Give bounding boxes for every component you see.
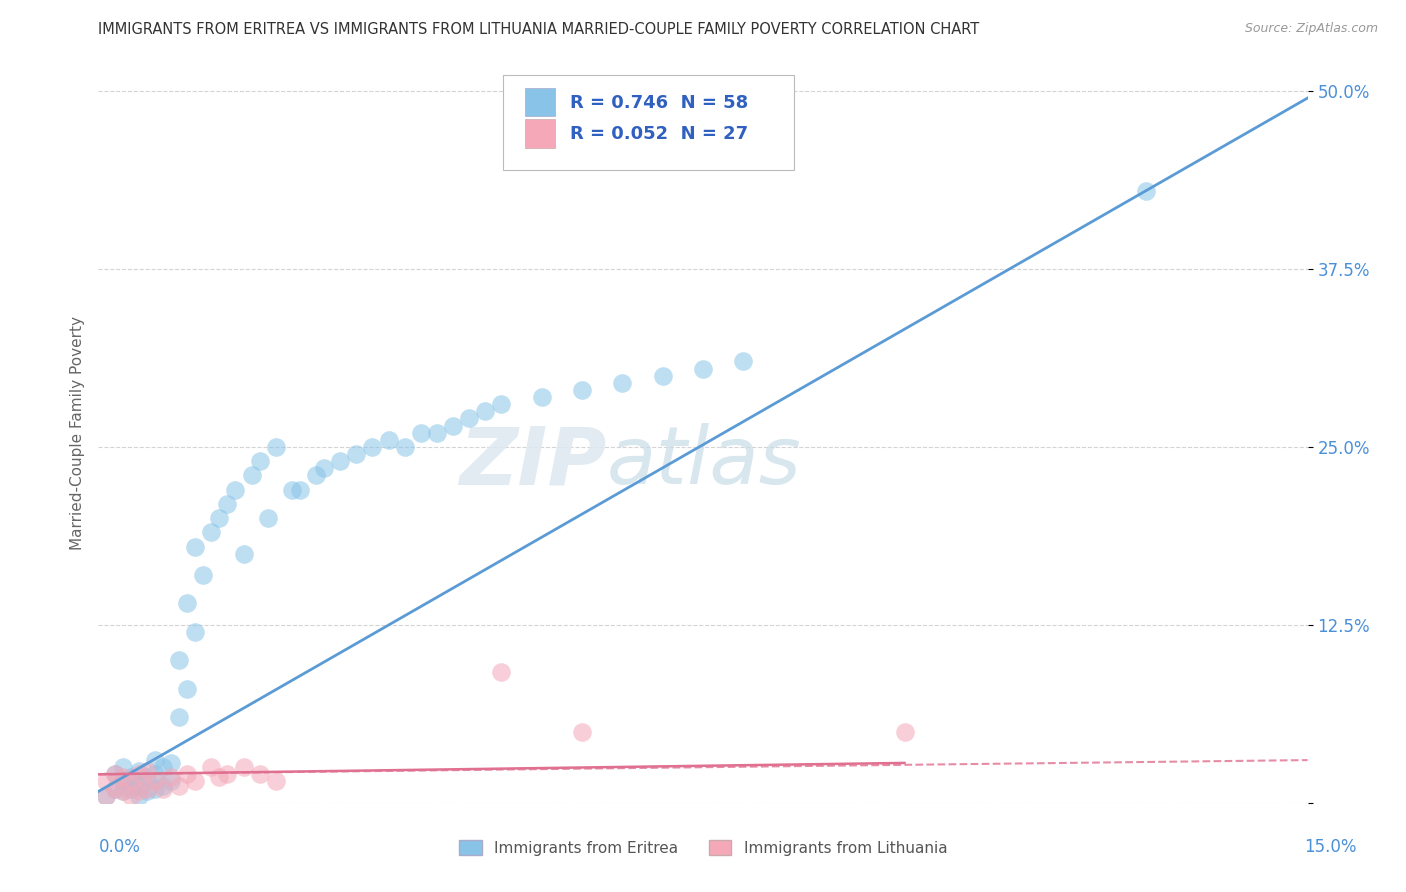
Point [96,774,118,789]
Text: Source: ZipAtlas.com: Source: ZipAtlas.com [1244,22,1378,36]
Point [167,779,190,793]
Point [193,568,215,582]
Point [120,789,142,803]
Point [217,767,239,781]
Point [305,468,328,483]
Legend: Immigrants from Eritrea, Immigrants from Lithuania: Immigrants from Eritrea, Immigrants from… [453,834,953,862]
Point [176,681,198,696]
Point [249,454,271,468]
Point [184,774,207,789]
FancyBboxPatch shape [526,87,555,116]
Point [530,390,553,404]
Point [160,770,183,784]
Point [200,525,222,540]
Point [111,770,134,784]
Point [458,411,481,425]
Point [152,760,174,774]
Point [240,468,263,483]
Point [281,483,304,497]
Text: R = 0.052  N = 27: R = 0.052 N = 27 [569,126,748,144]
Point [152,779,174,793]
Point [344,447,367,461]
FancyBboxPatch shape [503,75,793,169]
Point [249,767,271,781]
Point [111,774,134,789]
Point [361,440,384,454]
Point [208,770,231,784]
Point [394,440,416,454]
Point [426,425,449,440]
Point [288,483,311,497]
Point [143,767,166,781]
Point [491,665,513,679]
Point [103,781,125,796]
Point [103,767,125,781]
Point [612,376,634,390]
Text: R = 0.746  N = 58: R = 0.746 N = 58 [569,94,748,112]
Text: atlas: atlas [606,423,801,501]
Point [441,418,464,433]
Point [893,724,915,739]
Point [167,710,190,724]
Point [571,724,593,739]
Point [184,540,207,554]
Point [208,511,231,525]
Point [135,781,157,796]
Point [491,397,513,411]
Point [184,624,207,639]
Point [111,760,134,774]
Point [651,368,673,383]
Point [143,781,166,796]
Point [692,361,714,376]
Point [200,760,222,774]
Point [167,653,190,667]
Point [1135,184,1157,198]
Point [96,789,118,803]
Point [152,781,174,796]
Point [217,497,239,511]
Point [135,764,157,779]
Point [111,784,134,798]
Point [135,784,157,798]
Point [160,774,183,789]
Point [135,770,157,784]
Text: 15.0%: 15.0% [1305,838,1357,856]
Point [103,767,125,781]
Point [143,753,166,767]
Point [733,354,755,368]
Point [232,760,254,774]
Point [409,425,432,440]
Point [120,774,142,789]
Point [120,781,142,796]
Point [128,779,150,793]
FancyBboxPatch shape [526,120,555,147]
Point [128,784,150,798]
Text: IMMIGRANTS FROM ERITREA VS IMMIGRANTS FROM LITHUANIA MARRIED-COUPLE FAMILY POVER: IMMIGRANTS FROM ERITREA VS IMMIGRANTS FR… [98,22,980,37]
Point [111,784,134,798]
Point [474,404,496,418]
Point [103,781,125,796]
Text: ZIP: ZIP [458,423,606,501]
Point [160,756,183,770]
Point [256,511,278,525]
Point [128,767,150,781]
Point [329,454,352,468]
Y-axis label: Married-Couple Family Poverty: Married-Couple Family Poverty [69,316,84,549]
Point [264,440,287,454]
Point [571,383,593,397]
Point [264,774,287,789]
Point [143,774,166,789]
Point [176,767,198,781]
Point [224,483,246,497]
Point [314,461,336,475]
Text: 0.0%: 0.0% [98,838,141,856]
Point [232,547,254,561]
Point [128,764,150,779]
Point [377,433,399,447]
Point [176,597,198,611]
Point [128,789,150,803]
Point [120,770,142,784]
Point [96,789,118,803]
